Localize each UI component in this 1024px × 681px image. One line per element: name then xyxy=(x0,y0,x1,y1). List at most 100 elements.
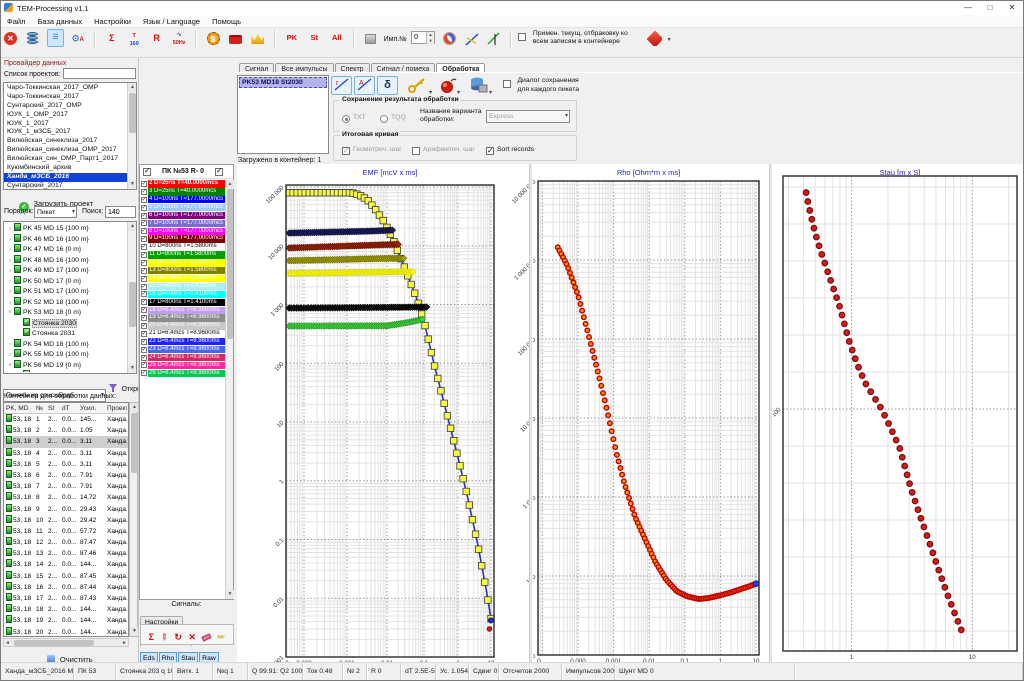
50hz-filter-icon[interactable]: ∿50Hz xyxy=(171,29,188,47)
project-item[interactable]: Чаро-Токкинская_2017 xyxy=(4,93,127,102)
signals-list[interactable]: 2 D=25ns T=40.0000mcs3 D=25ns T=40.0000m… xyxy=(140,180,225,377)
maximize-button[interactable]: □ xyxy=(979,1,1001,15)
tree-picket-item[interactable]: ›PK 55 MD 19 {100 m} xyxy=(5,349,127,360)
table-row[interactable]: 53, 18172...0.0...87.43Ханда. xyxy=(4,593,128,604)
signal-checkbox[interactable] xyxy=(141,323,147,329)
table-row[interactable]: 53, 18122...0.0...87.47Ханда. xyxy=(4,537,128,548)
minimize-button[interactable]: — xyxy=(957,1,979,15)
signal-checkbox[interactable] xyxy=(141,276,147,282)
signal-item[interactable]: 16 D=800ns T=1.4100ms xyxy=(140,290,225,298)
table-row[interactable]: 53, 1852...0.0...3.11Ханда. xyxy=(4,459,128,470)
table-row[interactable]: 53, 18132...0.0...87.46Ханда. xyxy=(4,548,128,559)
table-col-header[interactable]: Усил. xyxy=(78,403,105,413)
pk-apply-icon[interactable]: PK xyxy=(283,29,300,47)
export-dropdown-icon[interactable]: ▾ xyxy=(668,37,671,43)
signal-item[interactable]: 8 D=100ns T=177.0000mcs xyxy=(140,227,225,235)
signal-item[interactable]: 19 D=6.4mcs T=8.9600ms xyxy=(140,314,225,322)
signal-checkbox[interactable] xyxy=(141,315,147,321)
table-row[interactable]: 53, 18202...0.0...144...Ханда. xyxy=(4,627,128,637)
signal-item[interactable]: 25 D=6.4mcs T=8.9600ms xyxy=(140,361,225,369)
projects-scrollbar[interactable]: ▲ ▼ xyxy=(127,83,136,189)
table-row[interactable]: 53, 18142...0.0...144...Ханда. xyxy=(4,559,128,570)
tree-picket-item[interactable]: ›PK 49 MD 17 {100 m} xyxy=(5,265,127,276)
menu-item-2[interactable]: Настройки xyxy=(88,15,137,28)
curves-edit-icon[interactable] xyxy=(463,29,480,47)
tree-station-item[interactable]: Стоянка 2032 xyxy=(5,370,127,372)
table-row[interactable]: 53, 18152...0.0...87.45Ханда. xyxy=(4,571,128,582)
signal-checkbox[interactable] xyxy=(141,189,147,195)
table-row[interactable]: 53, 1882...0.0...14.72Ханда. xyxy=(4,492,128,503)
table-row[interactable]: 53, 1822...0.0...1.05Ханда. xyxy=(4,425,128,436)
signal-checkbox[interactable] xyxy=(141,197,147,203)
signal-item[interactable]: 15 D=800ns T=1.4100ms xyxy=(140,283,225,291)
pen-tool-icon[interactable]: ✎ xyxy=(158,631,171,644)
signal-item[interactable]: 14 D=800ns T=1.5800ms xyxy=(140,275,225,283)
signal-item[interactable]: 7 D=100ns T=177.0000mcs xyxy=(140,219,225,227)
splitter-2[interactable] xyxy=(769,164,773,662)
tree-picket-item[interactable]: ›PK 50 MD 17 {0 m} xyxy=(5,276,127,287)
signal-item[interactable]: 9 D=100ns T=177.0000mcs xyxy=(140,235,225,243)
signal-checkbox[interactable] xyxy=(141,331,147,337)
signal-checkbox[interactable] xyxy=(141,284,147,290)
sort-records-checkbox[interactable] xyxy=(486,147,494,155)
eraser-tool-icon[interactable] xyxy=(202,633,212,641)
project-item[interactable]: Сунтарский_2017_ОМР xyxy=(4,102,127,111)
menu-item-3[interactable]: Язык / Language xyxy=(137,15,206,28)
table-row[interactable]: 53, 1872...0.0...7.91Ханда. xyxy=(4,481,128,492)
project-item[interactable]: Вилюйская_синеклиза_2017 xyxy=(4,137,127,146)
table-row[interactable]: 53, 1812...0.0...145...Ханда. xyxy=(4,414,128,425)
signal-item[interactable]: 17 D=800ns T=1.4100ms xyxy=(140,298,225,306)
signal-item[interactable]: 23 D=6.4mcs T=8.9600ms xyxy=(140,346,225,354)
splitter-1[interactable] xyxy=(529,164,533,662)
table-row[interactable]: 53, 18102...0.0...29.42Ханда. xyxy=(4,515,128,526)
signal-checkbox[interactable] xyxy=(141,362,147,368)
t160-icon[interactable]: Т160 xyxy=(126,29,143,47)
projects-listbox[interactable]: Чаро-Токкинская_2017_ОМРЧаро-Токкинская_… xyxy=(3,82,137,190)
signals-scrollbar[interactable]: ▲▼ xyxy=(225,180,233,599)
container-item[interactable]: PK53 MD18 St2030 xyxy=(239,77,327,88)
picket-tree[interactable]: ›PK 45 MD 15 {100 m}›PK 46 MD 16 {100 m}… xyxy=(3,221,137,374)
signal-checkbox[interactable] xyxy=(141,347,147,353)
signal-checkbox[interactable] xyxy=(141,252,147,258)
signal-item[interactable]: 3 D=25ns T=40.0000mcs xyxy=(140,188,225,196)
order-select[interactable]: Пикет xyxy=(34,206,77,218)
table-col-header[interactable]: Проект xyxy=(105,403,127,413)
project-item[interactable]: ЮУК_1_ОМР_2017 xyxy=(4,111,127,120)
menu-item-4[interactable]: Помощь xyxy=(206,15,247,28)
geometric-step-checkbox[interactable] xyxy=(342,147,350,155)
apply-all-checkbox[interactable] xyxy=(518,33,526,41)
table-row[interactable]: 53, 18112...0.0...57.72Ханда. xyxy=(4,526,128,537)
signals-all2-checkbox[interactable] xyxy=(215,168,223,176)
table-col-header[interactable]: № xyxy=(34,403,46,413)
r-filter-icon[interactable]: R xyxy=(148,29,165,47)
project-item[interactable]: Сунтарский_2017 xyxy=(4,182,127,190)
table-row[interactable]: 53, 1832...0.0...3.11Ханда. xyxy=(4,436,128,447)
table-row[interactable]: 53, 18192...0.0...144...Ханда. xyxy=(4,615,128,626)
project-item[interactable]: Куюмбинский_архив xyxy=(4,164,127,173)
delta-icon[interactable]: δ xyxy=(377,76,398,95)
curves-cut-icon[interactable] xyxy=(486,29,503,47)
container-listbox[interactable]: PK53 MD18 St2030 xyxy=(237,75,329,154)
signal-checkbox[interactable] xyxy=(141,181,147,187)
project-item[interactable]: Чаро-Токкинская_2017_ОМР xyxy=(4,84,127,93)
signal-item[interactable]: 2 D=25ns T=40.0000mcs xyxy=(140,180,225,188)
table-row[interactable]: 53, 1892...0.0...29.43Ханда. xyxy=(4,504,128,515)
signal-item[interactable]: 22 D=6.4mcs T=8.9600ms xyxy=(140,338,225,346)
brush-tool-icon[interactable]: ✎ xyxy=(215,631,228,644)
signal-checkbox[interactable] xyxy=(141,370,147,376)
signal-item[interactable]: 4 D=100ns T=177.0000mcs xyxy=(140,196,225,204)
signal-checkbox[interactable] xyxy=(141,244,147,250)
signal-checkbox[interactable] xyxy=(141,291,147,297)
table-row[interactable]: 53, 18182...0.0...144...Ханда. xyxy=(4,604,128,615)
chart-a-icon[interactable]: А xyxy=(354,76,375,95)
spinner-arrows-icon[interactable]: ▲▼ xyxy=(426,32,434,44)
scroll-down-icon[interactable]: ▼ xyxy=(128,180,137,189)
signal-checkbox[interactable] xyxy=(141,268,147,274)
project-item[interactable]: Вилюйская_синеклиза_ОМР_2017 xyxy=(4,146,127,155)
tree-picket-item[interactable]: ›PK 52 MD 18 {100 m} xyxy=(5,297,127,308)
signal-checkbox[interactable] xyxy=(141,213,147,219)
device-icon[interactable] xyxy=(362,29,379,47)
tree-picket-item[interactable]: ›PK 47 MD 16 {0 m} xyxy=(5,244,127,255)
toolbox-icon[interactable] xyxy=(227,29,244,47)
delete-tool-icon[interactable]: ✕ xyxy=(188,632,196,642)
